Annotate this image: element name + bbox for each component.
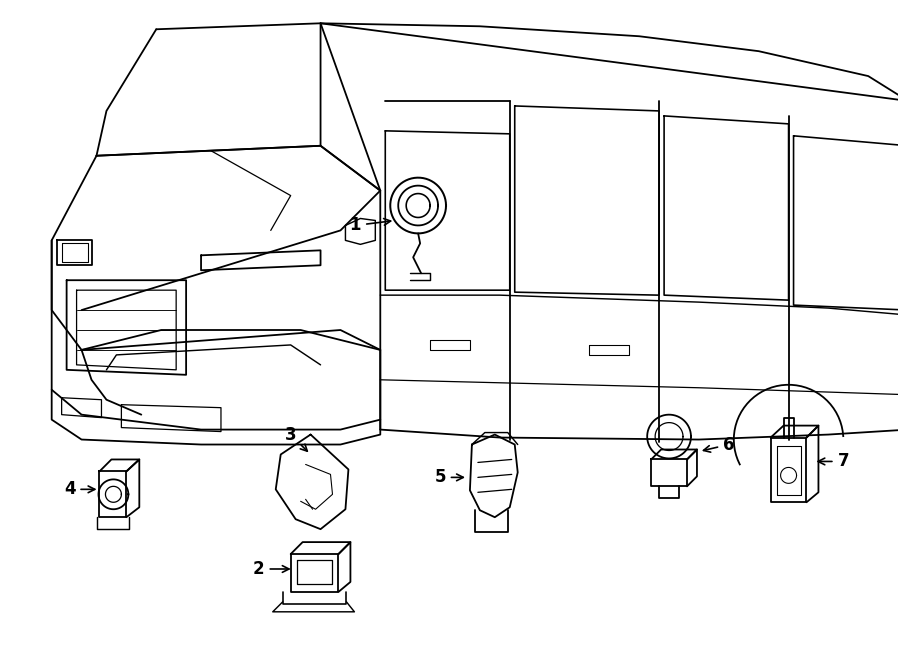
Text: 3: 3 — [285, 426, 307, 451]
Text: 2: 2 — [253, 560, 289, 578]
Text: 1: 1 — [349, 216, 391, 235]
Text: 6: 6 — [704, 436, 734, 453]
Text: 4: 4 — [64, 481, 94, 498]
Text: 7: 7 — [818, 452, 850, 471]
Text: 5: 5 — [435, 469, 464, 486]
